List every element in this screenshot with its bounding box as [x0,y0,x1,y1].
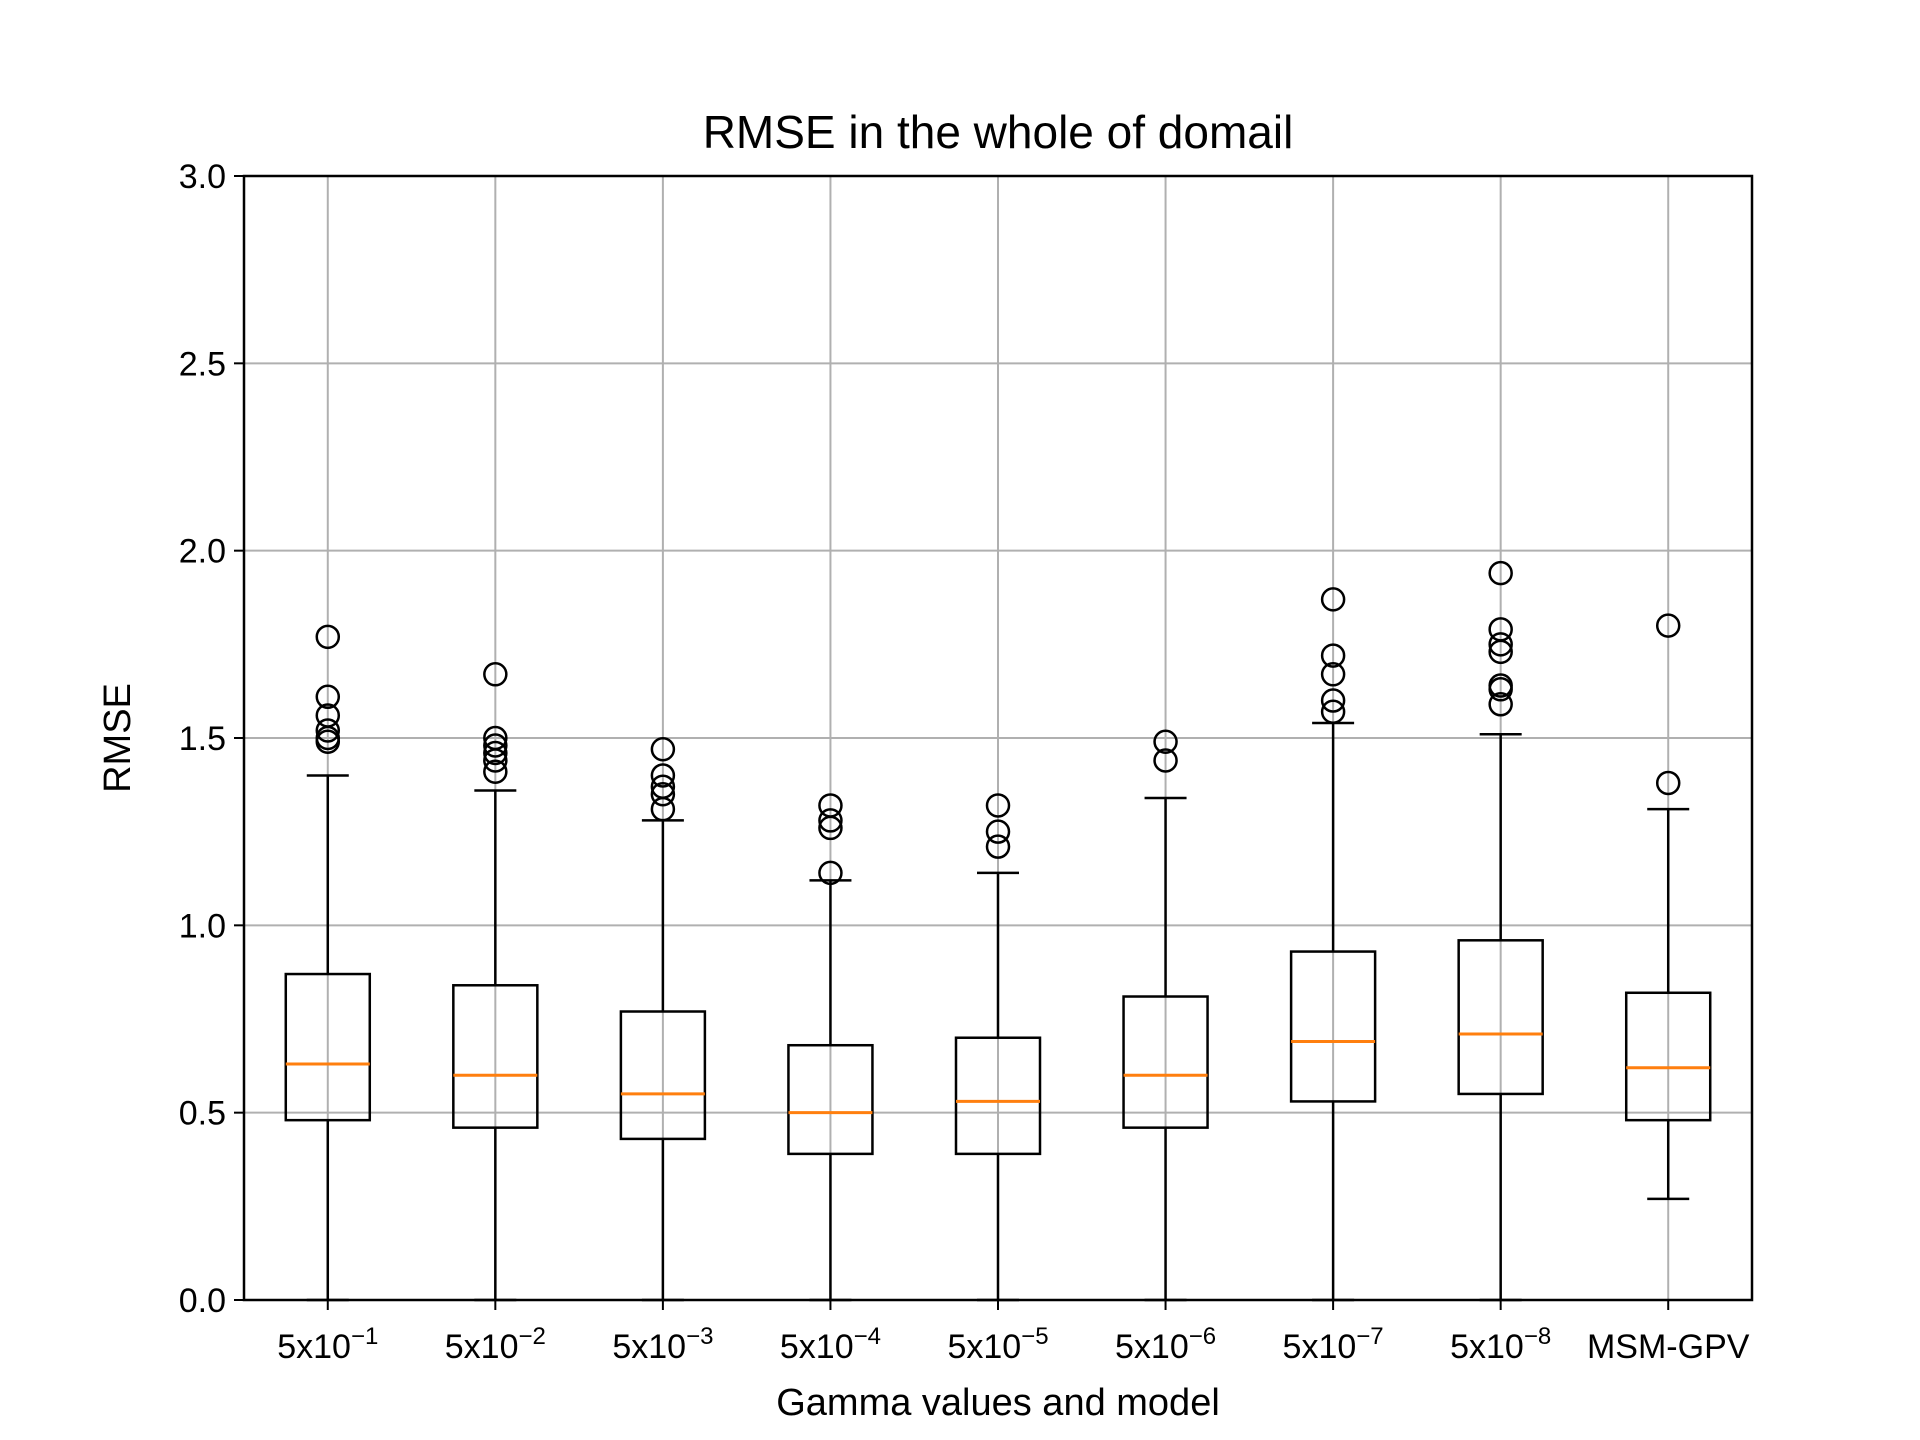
y-tick-label: 2.0 [179,533,226,571]
outlier-point [1655,770,1681,796]
outlier-point [1153,748,1178,773]
box-group [1289,587,1377,1302]
x-tick-label-base: MSM-GPV [1587,1328,1750,1366]
x-tick-label: 5x10−4 [780,1323,881,1366]
outlier-point [483,740,508,766]
outlier-point [1488,673,1513,698]
x-tick-label-base: 5x10 [780,1328,854,1366]
x-tick-label-exponent: −8 [1524,1323,1551,1350]
y-tick-label: 1.5 [179,720,226,758]
box [1289,950,1377,1103]
outlier-point [483,759,508,784]
outlier-point [1320,688,1346,713]
x-tick-label-exponent: −4 [854,1323,881,1350]
y-tick-label: 2.5 [179,345,226,383]
y-tick-label: 3.0 [179,158,226,196]
outlier-point [985,819,1011,844]
grid-lines [244,175,1752,1301]
x-tick-label: 5x10−6 [1115,1323,1216,1366]
x-tick-label: 5x10−8 [1450,1323,1551,1366]
box [1122,995,1209,1129]
outlier-point [818,793,843,818]
x-tick-label: 5x10−5 [947,1323,1048,1366]
outlier-point [818,860,843,886]
x-tick-label: 5x10−2 [445,1323,546,1366]
outlier-point [315,718,341,743]
outlier-point [1153,729,1178,754]
outlier-point [483,662,508,687]
box [787,1043,874,1156]
x-tick-label-base: 5x10 [277,1328,351,1366]
box [452,984,539,1129]
x-axis-label: Gamma values and model [776,1382,1220,1424]
y-axis-label: RMSE [97,683,139,793]
outlier-point [650,763,676,788]
box-group [284,624,372,1302]
x-tick-label-base: 5x10 [1115,1328,1189,1366]
box [619,1010,707,1141]
box [1624,991,1712,1122]
outlier-point [1488,617,1513,642]
chart-title: RMSE in the whole of domail [703,106,1294,158]
x-tick-label-base: 5x10 [947,1328,1021,1366]
box [1457,939,1544,1096]
outlier-point [483,725,508,751]
outlier-point [483,733,508,758]
x-tick-label-exponent: −7 [1356,1323,1383,1350]
box-group [1122,729,1209,1302]
outlier-point [818,808,843,833]
x-tick-label-base: 5x10 [445,1328,519,1366]
outlier-point [1488,692,1513,717]
box-series [284,560,1712,1302]
outlier-point [1320,643,1346,668]
x-tick-label-exponent: −6 [1189,1323,1216,1350]
outlier-point [985,834,1011,859]
outlier-point [1655,613,1681,638]
outlier-point [315,624,341,650]
box-group [1624,613,1712,1201]
y-tick-label: 1.0 [179,907,226,945]
x-tick-label: 5x10−3 [612,1323,713,1366]
y-tick-label: 0.0 [179,1282,226,1320]
box [954,1036,1042,1156]
x-tick-label-base: 5x10 [1283,1328,1357,1366]
outlier-point [315,684,341,710]
outlier-point [1488,632,1513,657]
outlier-point [650,774,676,799]
outlier-point [650,781,676,807]
outlier-point [315,703,341,728]
x-tick-label: 5x10−1 [277,1323,378,1366]
x-tick-label-base: 5x10 [1450,1328,1524,1366]
x-tick-label: MSM-GPV [1587,1328,1750,1366]
box-group [452,662,539,1302]
y-tick-label: 0.5 [179,1095,226,1133]
x-tick-label-exponent: −2 [519,1323,546,1350]
outlier-point [1320,587,1346,612]
x-tick-label: 5x10−7 [1283,1323,1384,1366]
outlier-point [1320,662,1346,687]
outlier-point [650,736,676,762]
box [284,972,372,1122]
outlier-point [1320,699,1346,725]
x-tick-label-base: 5x10 [612,1328,686,1366]
x-tick-label-exponent: −1 [351,1323,378,1350]
x-tick-label-exponent: −5 [1021,1323,1048,1350]
outlier-point [1488,560,1513,586]
x-tick-label-exponent: −3 [686,1323,713,1350]
outlier-point [985,793,1011,818]
